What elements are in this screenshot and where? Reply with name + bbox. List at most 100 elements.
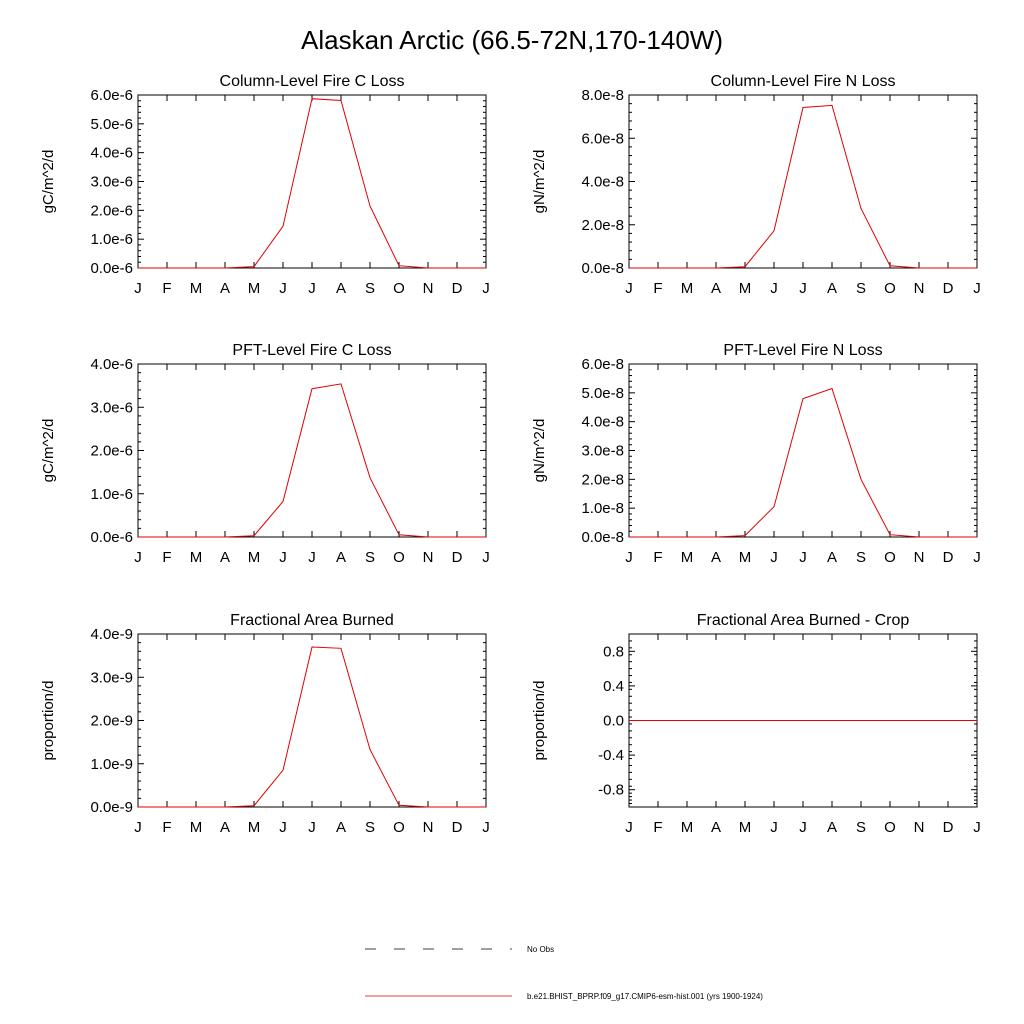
x-tick-label: F [653, 819, 662, 836]
y-tick-label: 6.0e-6 [90, 87, 133, 104]
x-tick-label: M [681, 549, 694, 566]
x-tick-label: J [134, 819, 142, 836]
x-tick-label: S [856, 280, 866, 297]
x-tick-label: N [423, 819, 434, 836]
y-tick-label: 8.0e-8 [581, 87, 624, 104]
x-tick-label: M [681, 819, 694, 836]
panel-title: PFT-Level Fire C Loss [232, 342, 391, 359]
x-tick-label: O [393, 819, 405, 836]
x-tick-label: M [681, 280, 694, 297]
x-tick-label: J [482, 549, 490, 566]
y-tick-label: -0.8 [598, 782, 624, 799]
y-tick-label: 1.0e-6 [90, 486, 133, 503]
y-tick-label: 1.0e-8 [581, 500, 624, 517]
y-tick-label: 2.0e-8 [581, 217, 624, 234]
x-tick-label: M [739, 280, 752, 297]
x-tick-label: A [827, 549, 837, 566]
x-tick-label: A [220, 819, 230, 836]
y-tick-label: 3.0e-9 [90, 669, 133, 686]
series-line-1 [138, 646, 486, 808]
y-axis-label: gC/m^2/d [40, 419, 57, 483]
x-tick-label: S [365, 819, 375, 836]
x-tick-label: J [625, 280, 633, 297]
y-tick-label: 4.0e-9 [90, 626, 133, 643]
x-tick-label: M [190, 549, 203, 566]
x-tick-label: A [711, 280, 721, 297]
y-tick-label: 4.0e-6 [90, 356, 133, 373]
x-tick-label: S [856, 549, 866, 566]
x-tick-label: J [134, 280, 142, 297]
y-tick-label: 0.0 [603, 713, 624, 730]
y-tick-label: 0.0e-8 [581, 260, 624, 277]
legend: No Obs b.e21.BHIST_BPRP.f09_g17.CMIP6-esm… [365, 945, 763, 1001]
x-tick-label: S [856, 819, 866, 836]
x-tick-label: D [452, 280, 463, 297]
x-tick-label: J [308, 280, 316, 297]
y-axis-label: gC/m^2/d [40, 150, 57, 214]
y-tick-label: 0.0e-6 [90, 529, 133, 546]
y-tick-label: 4.0e-8 [581, 174, 624, 191]
y-tick-label: 1.0e-9 [90, 756, 133, 773]
x-tick-label: D [943, 280, 954, 297]
y-axis-label: gN/m^2/d [531, 419, 548, 483]
plot-frame [628, 94, 978, 269]
panel-title: Fractional Area Burned - Crop [697, 612, 910, 629]
x-tick-label: J [770, 819, 778, 836]
panel-title: Column-Level Fire N Loss [711, 73, 896, 90]
x-tick-label: O [884, 280, 896, 297]
series-line-1 [629, 104, 977, 269]
x-tick-label: A [827, 280, 837, 297]
y-tick-label: 2.0e-8 [581, 471, 624, 488]
y-tick-label: 0.0e-8 [581, 529, 624, 546]
y-tick-label: 0.4 [603, 678, 624, 695]
x-tick-label: J [625, 549, 633, 566]
legend-no-obs-label: No Obs [527, 945, 554, 954]
x-tick-label: J [770, 280, 778, 297]
series-line-1 [138, 383, 486, 538]
x-tick-label: A [336, 549, 346, 566]
y-tick-label: 1.0e-6 [90, 231, 133, 248]
x-tick-label: M [190, 819, 203, 836]
x-tick-label: A [220, 280, 230, 297]
x-tick-label: N [423, 549, 434, 566]
y-axis-label: proportion/d [531, 680, 548, 760]
y-tick-label: 5.0e-8 [581, 385, 624, 402]
x-tick-label: J [279, 819, 287, 836]
x-tick-label: D [452, 549, 463, 566]
x-tick-label: A [220, 549, 230, 566]
x-tick-label: J [279, 280, 287, 297]
y-tick-label: 0.0e-9 [90, 799, 133, 816]
figure-title: Alaskan Arctic (66.5-72N,170-140W) [301, 25, 723, 55]
x-tick-label: N [914, 819, 925, 836]
x-tick-label: J [799, 280, 807, 297]
x-tick-label: O [884, 819, 896, 836]
y-tick-label: -0.4 [598, 747, 624, 764]
x-tick-label: F [162, 549, 171, 566]
panel-title: Fractional Area Burned [230, 612, 394, 629]
x-tick-label: D [943, 819, 954, 836]
series-line-1 [138, 98, 486, 269]
y-tick-label: 0.0e-6 [90, 260, 133, 277]
x-tick-label: J [308, 549, 316, 566]
x-tick-label: N [423, 280, 434, 297]
x-tick-label: F [162, 280, 171, 297]
x-tick-label: J [482, 819, 490, 836]
x-tick-label: A [711, 819, 721, 836]
y-tick-label: 3.0e-6 [90, 174, 133, 191]
chart-panel-6: Fractional Area Burned - Crop proportion/… [531, 612, 981, 836]
y-tick-label: 4.0e-6 [90, 145, 133, 162]
x-tick-label: J [770, 549, 778, 566]
x-tick-label: J [279, 549, 287, 566]
x-tick-label: J [973, 819, 981, 836]
x-tick-label: M [739, 819, 752, 836]
y-tick-label: 6.0e-8 [581, 130, 624, 147]
y-tick-label: 2.0e-6 [90, 202, 133, 219]
x-tick-label: A [827, 819, 837, 836]
x-tick-label: M [190, 280, 203, 297]
y-tick-label: 5.0e-6 [90, 116, 133, 133]
